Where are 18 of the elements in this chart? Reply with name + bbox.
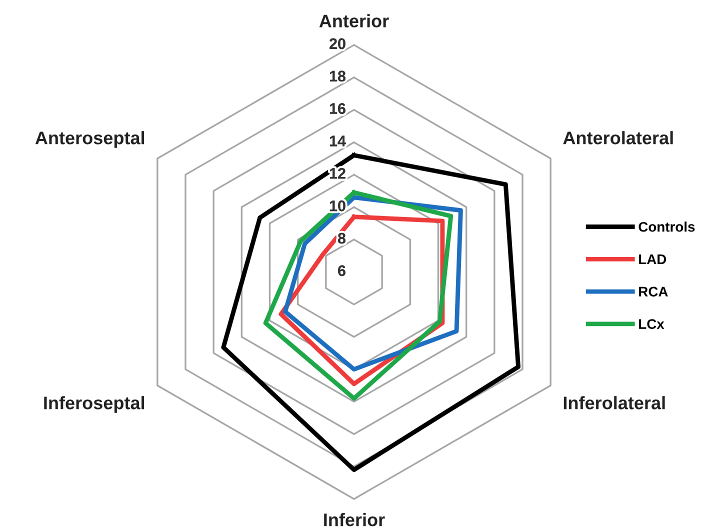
legend-label: LAD: [639, 254, 666, 264]
y-tick-label: 8: [338, 232, 346, 244]
y-tick-label: 10: [330, 200, 346, 212]
spoke-label: Inferoseptal: [44, 396, 144, 413]
spoke-label: Inferolateral: [564, 396, 665, 410]
y-tick-label: 12: [330, 168, 346, 179]
y-tick-label: 18: [330, 70, 346, 82]
y-tick-label: 14: [330, 136, 346, 146]
legend-label: RCA: [639, 286, 668, 297]
spoke-label: Anterior: [319, 14, 389, 28]
y-tick-label: 16: [330, 103, 346, 114]
legend-label: Controls: [638, 222, 695, 232]
spoke-label: Anteroseptal: [35, 131, 144, 148]
y-tick-label: 20: [330, 38, 346, 50]
y-tick-label: 6: [338, 265, 346, 276]
spoke-label: Anterolateral: [563, 131, 673, 144]
spoke-label: Inferior: [324, 513, 385, 526]
legend-label: LCx: [639, 319, 664, 329]
